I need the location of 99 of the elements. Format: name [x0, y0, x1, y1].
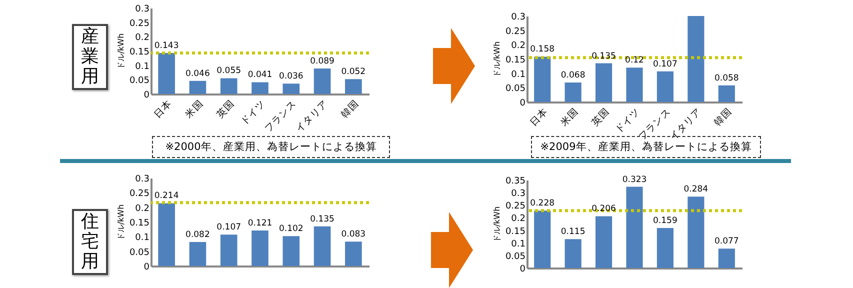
y-tick-label: 0.15 — [505, 56, 526, 66]
data-label: 0.206 — [592, 204, 616, 214]
data-label: 0.058 — [714, 73, 739, 84]
y-tick-label: 0.05 — [129, 76, 150, 86]
data-label: 0.284 — [684, 184, 708, 195]
y-tick-label: 0.15 — [129, 218, 150, 228]
y-axis-title: ドル/kWh — [116, 204, 126, 241]
bar — [595, 216, 612, 268]
data-label: 0.135 — [310, 214, 334, 224]
data-label: 0.089 — [310, 56, 334, 66]
data-label: 0.077 — [714, 236, 739, 247]
y-tick-label: 0 — [144, 90, 150, 100]
bar — [656, 71, 674, 102]
bar — [282, 236, 300, 266]
data-label: 0.036 — [278, 72, 304, 82]
y-tick-label: 0.2 — [511, 214, 526, 224]
data-label: 0.115 — [560, 227, 586, 238]
y-tick-label: 0.15 — [129, 48, 150, 58]
bar — [158, 53, 175, 94]
y-tick-label: 0.2 — [135, 204, 150, 214]
data-label: 0.143 — [154, 41, 179, 52]
data-label: 0.107 — [216, 222, 242, 233]
bar — [534, 56, 551, 102]
x-tick-label: 英国 — [588, 106, 612, 128]
y-tick-label: 0.1 — [511, 239, 526, 250]
y-tick-label: 0.25 — [505, 26, 526, 37]
bar — [314, 226, 331, 266]
x-tick-label: 日本 — [152, 98, 174, 120]
y-tick-label: 0.1 — [511, 70, 526, 80]
bar — [626, 186, 643, 268]
bar — [220, 78, 238, 94]
x-tick-label: 日本 — [528, 106, 550, 128]
x-tick-label: 英国 — [214, 98, 237, 120]
y-tick-label: 0.3 — [511, 189, 526, 200]
data-label: 0.135 — [592, 51, 616, 62]
bar — [252, 230, 268, 266]
data-label: 0.052 — [341, 67, 366, 78]
bar — [688, 196, 704, 268]
data-label: 0.159 — [653, 216, 678, 226]
bar — [534, 210, 551, 268]
data-label: 0.046 — [186, 68, 210, 79]
y-tick-label: 0.3 — [135, 174, 150, 184]
y-tick-label: 0.35 — [505, 176, 526, 186]
bar — [718, 248, 735, 268]
label-box: 住宅用 — [72, 209, 108, 275]
y-tick-label: 0.15 — [505, 226, 526, 237]
data-label: 0.041 — [248, 70, 272, 80]
x-tick-label: 米国 — [558, 106, 581, 128]
x-tick-label: 韓国 — [338, 98, 362, 120]
bar — [718, 85, 735, 102]
y-tick-label: 0.05 — [505, 252, 526, 262]
label-box: 産業用 — [72, 24, 108, 90]
bar — [252, 82, 268, 94]
bar — [345, 79, 362, 94]
y-tick-label: 0.05 — [129, 248, 150, 258]
data-label: 0.214 — [154, 191, 179, 202]
data-label: 0.323 — [622, 174, 647, 185]
y-tick-label: 0 — [520, 264, 526, 274]
y-tick-label: 0.1 — [135, 62, 150, 72]
data-label: 0.083 — [341, 230, 366, 240]
data-label: 0.055 — [216, 66, 242, 76]
bar — [656, 228, 674, 268]
data-label: 0.121 — [248, 218, 272, 229]
bar — [688, 16, 704, 102]
bar — [626, 68, 643, 102]
data-label: 0.12 — [625, 56, 644, 66]
y-tick-label: 0.1 — [135, 233, 150, 244]
y-tick-label: 0.25 — [129, 18, 150, 29]
bar — [189, 242, 206, 266]
data-label: 0.228 — [530, 198, 555, 209]
data-label: 0.068 — [560, 70, 586, 81]
bar — [220, 234, 238, 266]
bar — [158, 203, 175, 266]
data-label: 0.082 — [186, 230, 210, 240]
data-label: 0.107 — [653, 59, 678, 70]
bar — [189, 80, 206, 94]
y-tick-label: 0.3 — [135, 4, 150, 14]
y-tick-label: 0.2 — [511, 41, 526, 52]
x-tick-label: 韓国 — [712, 106, 734, 128]
bar — [345, 242, 362, 266]
y-tick-label: 0.25 — [129, 189, 150, 200]
text: ※2000年、産業用、為替レートによる換算 — [152, 136, 390, 158]
bar — [564, 239, 582, 268]
bar — [595, 63, 612, 102]
bar — [314, 68, 331, 94]
y-axis-title: ドル/kWh — [492, 41, 502, 78]
y-tick-label: 0.05 — [505, 84, 526, 94]
bar — [564, 82, 582, 102]
x-tick-label: 米国 — [182, 98, 206, 120]
y-tick-label: 0.25 — [505, 202, 526, 212]
y-tick-label: 0.3 — [511, 12, 526, 22]
y-tick-label: 0 — [520, 98, 526, 108]
data-label: 0.158 — [530, 44, 555, 55]
y-axis-title: ドル/kWh — [492, 206, 502, 243]
y-tick-label: 0 — [144, 262, 150, 272]
y-axis-title: ドル/kWh — [116, 33, 126, 70]
bar — [282, 84, 300, 94]
y-tick-label: 0.2 — [135, 33, 150, 44]
data-label: 0.102 — [278, 224, 304, 234]
